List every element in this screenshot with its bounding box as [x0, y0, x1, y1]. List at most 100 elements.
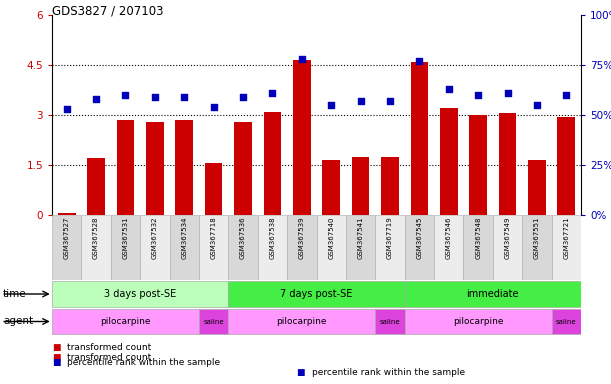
Text: transformed count: transformed count	[67, 343, 152, 352]
Text: time: time	[3, 289, 27, 299]
Bar	[229, 281, 404, 308]
Text: pilocarpine: pilocarpine	[277, 317, 327, 326]
Point	[297, 56, 307, 62]
Bar	[323, 160, 340, 215]
Point	[150, 94, 159, 100]
Text: pilocarpine: pilocarpine	[453, 317, 503, 326]
Text: GSM367534: GSM367534	[181, 216, 187, 259]
Text: pilocarpine: pilocarpine	[100, 317, 151, 326]
Point	[474, 92, 483, 98]
Bar	[52, 308, 199, 334]
Point	[91, 96, 101, 102]
Bar	[434, 215, 464, 280]
Text: ■: ■	[52, 358, 60, 367]
Text: GSM367551: GSM367551	[534, 216, 540, 259]
Text: GDS3827 / 207103: GDS3827 / 207103	[52, 5, 164, 18]
Bar	[229, 308, 375, 334]
Bar	[493, 215, 522, 280]
Bar	[404, 308, 552, 334]
Text: GSM367539: GSM367539	[299, 216, 305, 259]
Point	[503, 90, 513, 96]
Bar	[440, 108, 458, 215]
Bar	[499, 113, 516, 215]
Text: ■: ■	[52, 343, 60, 352]
Text: GSM367548: GSM367548	[475, 216, 481, 259]
Text: GSM367549: GSM367549	[505, 216, 511, 259]
Text: GSM367718: GSM367718	[211, 216, 217, 259]
Bar	[404, 215, 434, 280]
Bar	[552, 215, 581, 280]
Text: GSM367536: GSM367536	[240, 216, 246, 259]
Point	[268, 90, 277, 96]
Text: GSM367540: GSM367540	[328, 216, 334, 259]
Text: GSM367721: GSM367721	[563, 216, 569, 259]
Text: saline: saline	[203, 318, 224, 324]
Bar	[381, 157, 399, 215]
Bar	[287, 215, 316, 280]
Text: saline: saline	[556, 318, 577, 324]
Point	[356, 98, 365, 104]
Text: 3 days post-SE: 3 days post-SE	[104, 289, 177, 299]
Point	[385, 98, 395, 104]
Point	[209, 104, 219, 110]
Bar	[375, 215, 404, 280]
Text: GSM367531: GSM367531	[122, 216, 128, 259]
Bar	[464, 215, 493, 280]
Text: GSM367532: GSM367532	[152, 216, 158, 259]
Bar	[234, 122, 252, 215]
Bar	[146, 122, 164, 215]
Text: GSM367545: GSM367545	[416, 216, 422, 259]
Bar	[404, 281, 581, 308]
Bar	[199, 308, 229, 334]
Text: GSM367538: GSM367538	[269, 216, 276, 259]
Text: immediate: immediate	[467, 289, 519, 299]
Bar	[263, 112, 281, 215]
Bar	[205, 163, 222, 215]
Bar	[117, 120, 134, 215]
Point	[120, 92, 130, 98]
Point	[62, 106, 71, 112]
Text: GSM367541: GSM367541	[357, 216, 364, 259]
Bar	[552, 308, 581, 334]
Text: percentile rank within the sample: percentile rank within the sample	[312, 368, 465, 377]
Point	[238, 94, 248, 100]
Bar	[522, 215, 552, 280]
Text: ■: ■	[52, 353, 60, 362]
Bar	[469, 115, 487, 215]
Bar	[52, 215, 81, 280]
Bar	[411, 62, 428, 215]
Point	[532, 102, 542, 108]
Point	[444, 86, 453, 92]
Bar	[58, 214, 76, 215]
Point	[326, 102, 336, 108]
Text: GSM367527: GSM367527	[64, 216, 70, 259]
Text: agent: agent	[3, 316, 33, 326]
Text: GSM367546: GSM367546	[446, 216, 452, 259]
Point	[414, 58, 424, 64]
Bar	[111, 215, 140, 280]
Bar	[87, 158, 105, 215]
Bar	[346, 215, 375, 280]
Text: 7 days post-SE: 7 days post-SE	[280, 289, 353, 299]
Text: transformed count: transformed count	[67, 353, 152, 362]
Bar	[557, 117, 575, 215]
Bar	[140, 215, 170, 280]
Bar	[52, 281, 229, 308]
Bar	[352, 157, 370, 215]
Bar	[316, 215, 346, 280]
Text: saline: saline	[379, 318, 400, 324]
Text: percentile rank within the sample: percentile rank within the sample	[67, 358, 221, 367]
Text: ■: ■	[296, 368, 305, 377]
Bar	[81, 215, 111, 280]
Text: GSM367528: GSM367528	[93, 216, 99, 259]
Bar	[375, 308, 404, 334]
Bar	[175, 120, 193, 215]
Point	[180, 94, 189, 100]
Bar	[258, 215, 287, 280]
Bar	[293, 60, 310, 215]
Bar	[199, 215, 229, 280]
Bar	[528, 160, 546, 215]
Bar	[170, 215, 199, 280]
Bar	[229, 215, 258, 280]
Point	[562, 92, 571, 98]
